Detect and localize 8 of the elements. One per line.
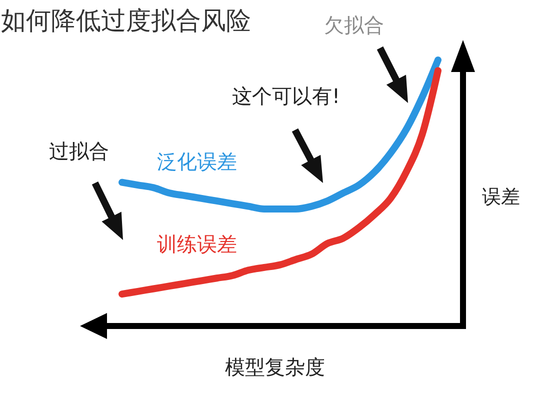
annotation: 这个可以有! [232, 84, 340, 108]
x-axis-title: 模型复杂度 [225, 355, 325, 379]
series-label: 训练误差 [157, 232, 237, 256]
chart-title: 如何降低过度拟合风险 [1, 6, 251, 35]
series-label: 泛化误差 [157, 149, 237, 174]
annotation: 过拟合 [49, 139, 109, 163]
text: 欠拟合 [324, 13, 384, 37]
y-axis-title: 误差 [482, 186, 520, 208]
